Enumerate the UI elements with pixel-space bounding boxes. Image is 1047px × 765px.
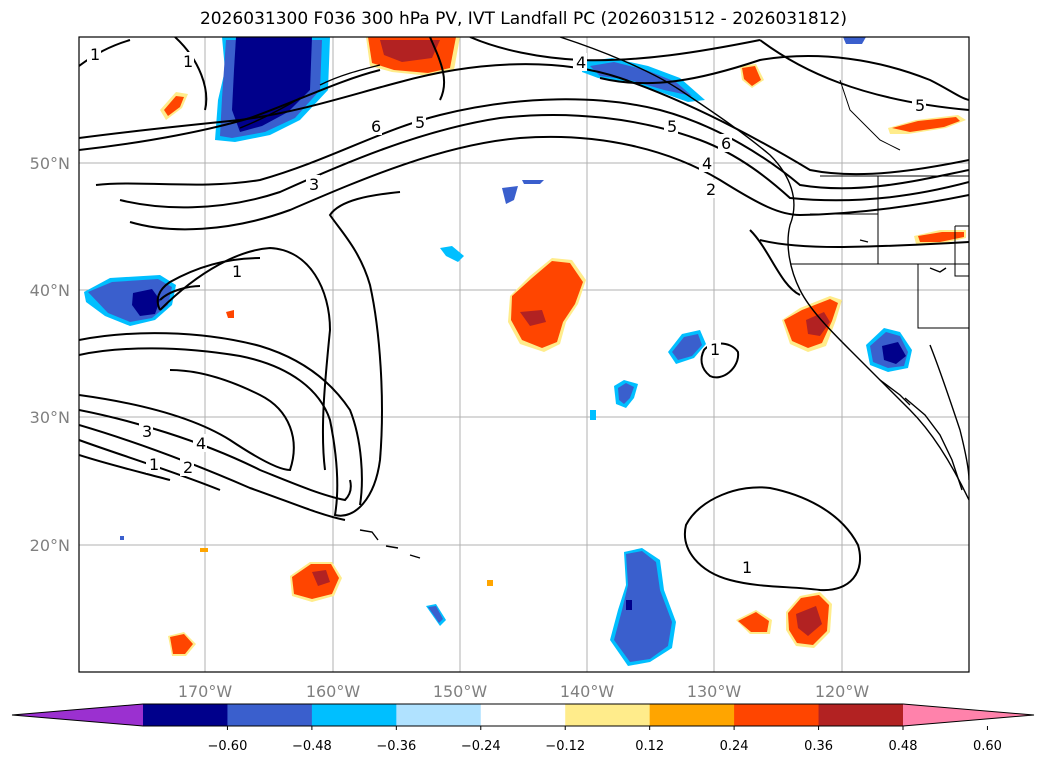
colorbar-swatch — [734, 704, 820, 726]
contour-label: 1 — [742, 558, 752, 577]
colorbar-swatch — [396, 704, 482, 726]
colorbar-tick-label: 0.24 — [720, 739, 749, 754]
contour-label: 4 — [702, 154, 712, 173]
lon-label: 120°W — [815, 682, 870, 701]
contour-label: 4 — [196, 434, 206, 453]
colorbar-tick-label: 0.48 — [889, 739, 918, 754]
contour-label: 1 — [90, 45, 100, 64]
colorbar-swatch — [480, 704, 566, 726]
contour-label: 1 — [710, 340, 720, 359]
colorbar-tick-label: −0.60 — [208, 739, 248, 754]
lon-label: 170°W — [178, 682, 233, 701]
map-title: 2026031300 F036 300 hPa PV, IVT Landfall… — [199, 9, 847, 29]
colorbar-tick-label: −0.24 — [461, 739, 501, 754]
contour-label: 5 — [915, 96, 925, 115]
coastlines — [239, 37, 969, 559]
contour-label: 4 — [576, 53, 586, 72]
colorbar-outline — [11, 703, 1035, 727]
contour-label: 5 — [667, 117, 677, 136]
colorbar-extend-high — [903, 704, 1034, 726]
contour-label: 6 — [721, 134, 731, 153]
pv-contours — [79, 37, 969, 592]
contour-label: 2 — [706, 180, 716, 199]
colorbar-tick-label: −0.36 — [376, 739, 416, 754]
lat-label: 30°N — [30, 408, 70, 427]
contour-label: 3 — [309, 175, 319, 194]
colorbar-swatch — [143, 704, 228, 726]
lon-label: 140°W — [560, 682, 615, 701]
lon-label: 130°W — [687, 682, 742, 701]
ivt-shading — [84, 37, 966, 666]
contour-label: 1 — [183, 52, 193, 71]
colorbar-extend-low — [12, 704, 143, 726]
map-frame — [78, 36, 970, 673]
colorbar-tick-label: −0.12 — [545, 739, 585, 754]
colorbar-tick-label: 0.36 — [804, 739, 833, 754]
contour-label: 1 — [149, 455, 159, 474]
contour-label: 2 — [183, 458, 193, 477]
lat-label: 40°N — [30, 281, 70, 300]
lat-label: 50°N — [30, 154, 70, 173]
political-borders — [790, 79, 969, 329]
contour-label: 5 — [415, 113, 425, 132]
colorbar-swatch — [649, 704, 735, 726]
colorbar: −0.60 −0.48 −0.36 −0.24 −0.12 0.12 0.24 0.36 0.4… — [11, 703, 1035, 754]
map-background — [79, 37, 969, 672]
colorbar-swatch — [818, 704, 904, 726]
contour-labels: 1 1 1 1 1 1 2 2 3 3 3 4 4 4 5 5 5 6 6 — [90, 45, 926, 577]
lat-label: 20°N — [30, 536, 70, 555]
colorbar-swatch — [227, 704, 313, 726]
colorbar-swatch — [311, 704, 397, 726]
longitude-labels: 170°W 160°W 150°W 140°W 130°W 120°W — [178, 682, 870, 701]
latitude-labels: 50°N 40°N 30°N 20°N — [30, 154, 70, 555]
contour-label: 6 — [371, 117, 381, 136]
colorbar-tick-label: 0.60 — [973, 739, 1002, 754]
lon-label: 150°W — [433, 682, 488, 701]
contour-label: 3 — [142, 422, 152, 441]
colorbar-tick-label: 0.12 — [635, 739, 664, 754]
colorbar-swatch — [565, 704, 651, 726]
contour-label: 1 — [232, 262, 242, 281]
colorbar-tick-label: −0.48 — [292, 739, 332, 754]
lon-label: 160°W — [306, 682, 361, 701]
